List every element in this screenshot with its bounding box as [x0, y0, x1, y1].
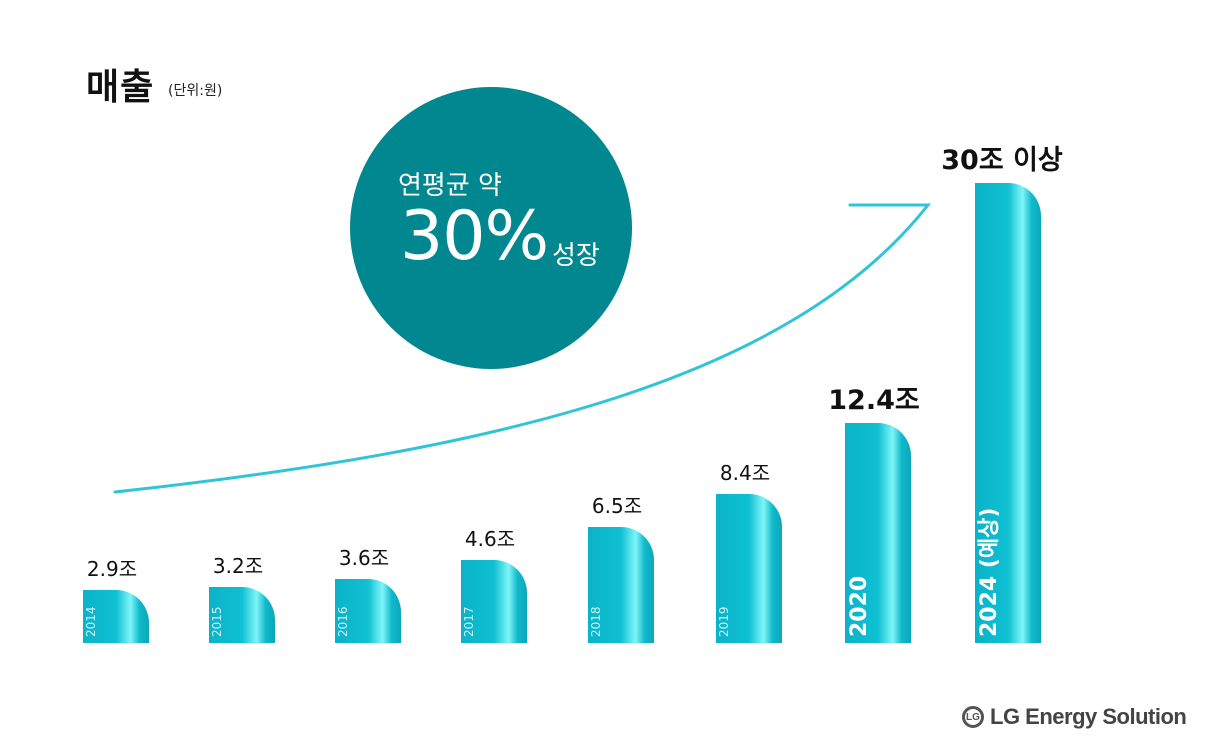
value-label-5: 8.4조 — [720, 461, 770, 485]
unit-label: (단위:원) — [168, 83, 223, 99]
bar-1 — [209, 587, 275, 643]
growth-callout-circle — [350, 87, 632, 369]
bar-5 — [716, 494, 782, 643]
bar-2 — [335, 579, 401, 643]
callout-percentage: 30% — [400, 197, 549, 276]
growth-trend-curve — [113, 203, 932, 494]
year-label-5: 2019 — [717, 606, 731, 637]
callout-suffix: 성장 — [552, 241, 600, 271]
year-label-6: 2020 — [847, 576, 872, 637]
callout-line1: 연평균 약 — [398, 171, 502, 201]
value-label-3: 4.6조 — [465, 527, 515, 551]
year-label-3: 2017 — [462, 606, 476, 637]
bar-0 — [83, 590, 149, 643]
value-label-4: 6.5조 — [592, 494, 642, 518]
logo-text: LG Energy Solution — [990, 704, 1187, 729]
year-label-4: 2018 — [589, 606, 603, 637]
year-label-7: 2024 (예상) — [977, 508, 1002, 637]
value-label-6: 12.4조 — [828, 385, 919, 416]
company-logo: LG LG Energy Solution — [962, 704, 1187, 730]
chart-title: 매출 — [86, 67, 155, 108]
year-label-2: 2016 — [336, 606, 350, 637]
year-label-1: 2015 — [210, 606, 224, 637]
value-label-7: 30조 이상 — [941, 145, 1063, 176]
year-label-0: 2014 — [84, 606, 98, 637]
value-label-1: 3.2조 — [213, 554, 263, 578]
bar-7 — [975, 183, 1041, 643]
lg-logo-icon: LG — [962, 706, 984, 728]
value-label-2: 3.6조 — [339, 546, 389, 570]
bar-6 — [845, 423, 911, 643]
bar-4 — [588, 527, 654, 643]
bar-3 — [461, 560, 527, 643]
value-label-0: 2.9조 — [87, 557, 137, 581]
